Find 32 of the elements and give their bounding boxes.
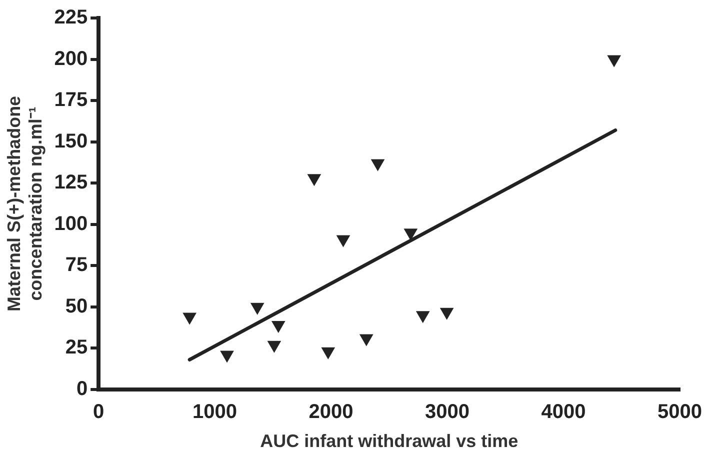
point bbox=[271, 321, 286, 334]
point bbox=[321, 347, 336, 360]
point bbox=[404, 228, 418, 241]
y-tick-label: 25 bbox=[65, 336, 88, 359]
x-tick-label: 4000 bbox=[541, 400, 586, 423]
x-tick-label: 1000 bbox=[192, 400, 238, 423]
point bbox=[359, 334, 374, 346]
point bbox=[220, 350, 234, 363]
point bbox=[416, 311, 430, 324]
point bbox=[267, 340, 282, 353]
point bbox=[182, 312, 197, 325]
x-tick-label: 3000 bbox=[425, 400, 470, 423]
x-tick-label: 2000 bbox=[308, 400, 354, 423]
y-tick-label: 75 bbox=[65, 254, 88, 276]
point bbox=[336, 235, 350, 248]
point bbox=[250, 302, 264, 315]
y-tick-label: 50 bbox=[65, 295, 88, 318]
y-axis-title: Maternal S(+)-methadone concentaration ng.ml⁻¹ bbox=[4, 96, 46, 312]
y-tick-label: 125 bbox=[54, 172, 88, 194]
x-tick-label: 5000 bbox=[658, 400, 702, 423]
y-tick-label: 200 bbox=[54, 48, 88, 70]
y-tick-label: 0 bbox=[76, 378, 88, 400]
y-tick-label: 100 bbox=[54, 212, 88, 235]
x-tick-label: 0 bbox=[93, 400, 104, 423]
y-tick-label: 225 bbox=[54, 6, 88, 29]
point bbox=[440, 308, 454, 320]
point bbox=[307, 174, 322, 186]
y-tick-label: 175 bbox=[54, 89, 88, 112]
y-tick-label: 150 bbox=[54, 130, 88, 152]
x-axis-title: AUC infant withdrawal vs time bbox=[260, 431, 518, 452]
point bbox=[607, 55, 622, 68]
point bbox=[370, 159, 385, 172]
